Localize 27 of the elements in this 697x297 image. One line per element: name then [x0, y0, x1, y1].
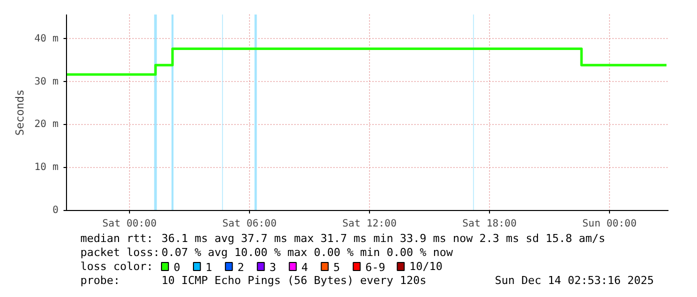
- y-tick-label: 0: [52, 205, 59, 216]
- x-tick-label: Sat 18:00: [462, 218, 517, 230]
- x-tick-label: Sun 00:00: [582, 218, 637, 230]
- text: packet loss:: [80, 246, 160, 259]
- legend-title: loss color:: [80, 260, 154, 273]
- legend-label: 3: [269, 261, 276, 274]
- text: probe:: [80, 274, 120, 287]
- legend-label: 2: [238, 261, 244, 274]
- legend-label: 10/10: [409, 260, 443, 273]
- y-tick-label: 20 m: [34, 119, 59, 130]
- legend-label: 6-9: [365, 261, 386, 274]
- y-tick-label: 10 m: [34, 162, 59, 174]
- text: 0.07 % avg 10.00 % max 0.00 % min 0.00 % now: [162, 246, 454, 259]
- text: Sun Dec 14 02:53:16 2025: [494, 274, 654, 287]
- legend-label: 4: [301, 261, 308, 274]
- legend-label: 5: [333, 261, 340, 274]
- text: 36.1 ms avg 37.7 ms max 31.7 ms min 33.9 ms now 2.3 ms sd 15.8 am/s: [162, 232, 606, 245]
- y-axis-title: Seconds: [13, 89, 26, 136]
- legend-label: 0: [174, 261, 180, 274]
- text: median rtt:: [80, 232, 154, 245]
- y-tick-label: 40 m: [34, 33, 59, 44]
- x-tick-label: Sat 12:00: [342, 218, 397, 230]
- x-tick-label: Sat 00:00: [102, 218, 157, 230]
- text: 10 ICMP Echo Pings (56 Bytes) every 120s: [162, 274, 426, 287]
- x-tick-label: Sat 06:00: [222, 218, 277, 230]
- y-tick-label: 30 m: [34, 76, 59, 88]
- legend-label: 1: [206, 261, 212, 274]
